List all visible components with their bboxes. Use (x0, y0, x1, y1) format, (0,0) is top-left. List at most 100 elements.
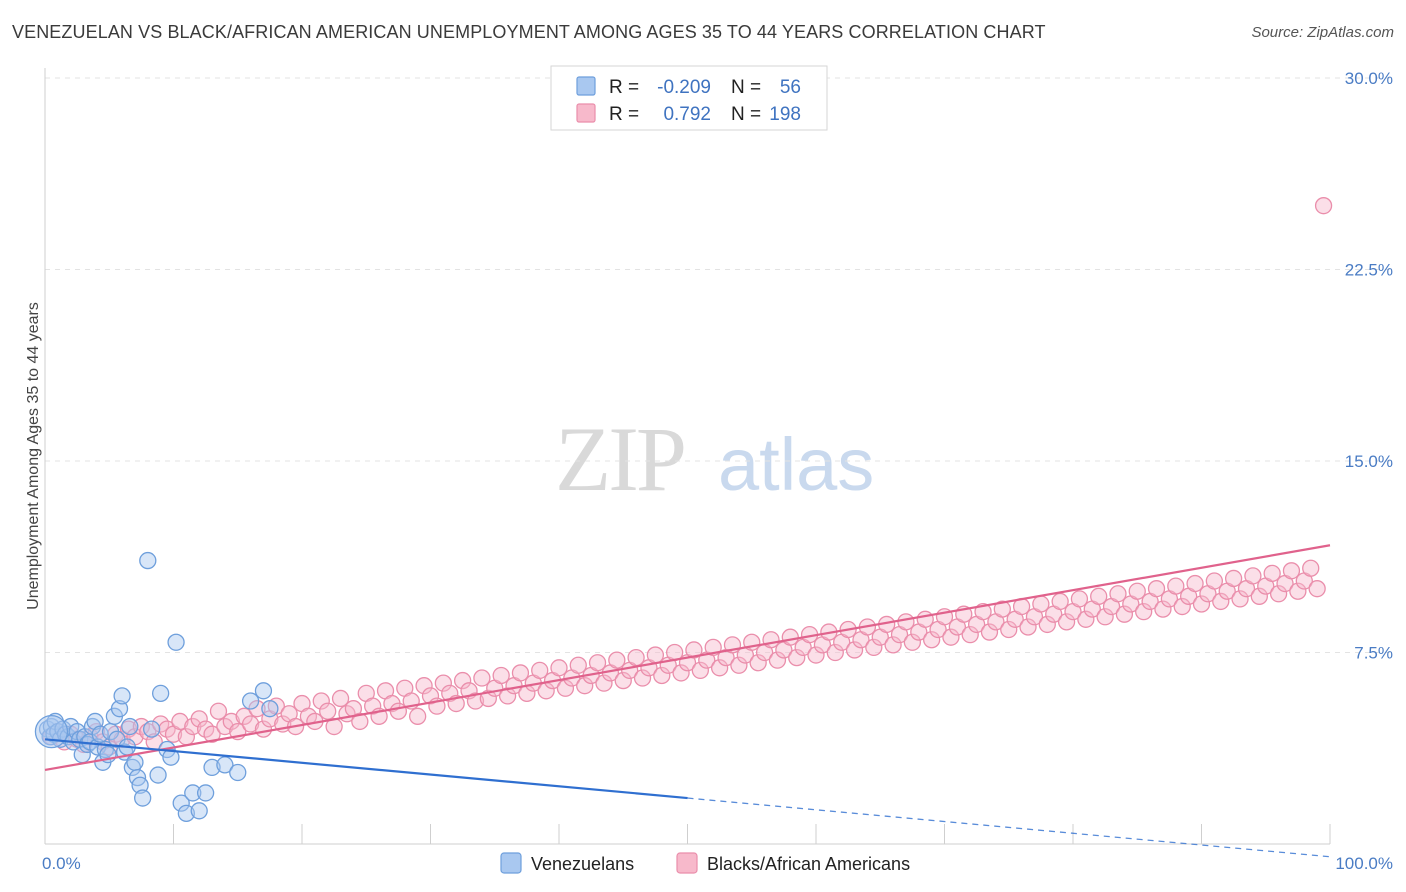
point-blacks-98 (672, 664, 690, 682)
point-blacks-25 (203, 725, 221, 743)
point-blacks-68 (479, 689, 497, 708)
point-venezuelans-55 (261, 700, 279, 718)
legend-n-value-venezuelans: 56 (780, 77, 801, 98)
point-venezuelans-36 (131, 776, 149, 794)
legend-swatch-blacks (576, 103, 596, 123)
point-venezuelans-19 (86, 712, 104, 731)
point-blacks-67 (473, 669, 491, 687)
legend-n-value-blacks: 198 (769, 104, 801, 125)
point-blacks-104 (710, 659, 729, 677)
point-blacks-173 (1154, 600, 1172, 618)
point-blacks-140 (942, 628, 960, 646)
point-blacks-131 (884, 636, 902, 654)
chart-source: Source: ZipAtlas.com (1251, 24, 1394, 41)
point-blacks-166 (1109, 585, 1127, 603)
svg-text:ZIP: ZIP (555, 408, 684, 510)
point-blacks-167 (1115, 605, 1134, 623)
point-venezuelans-53 (241, 692, 260, 710)
point-blacks-20 (171, 712, 189, 731)
point-venezuelans-37 (134, 789, 152, 807)
point-venezuelans-50 (203, 758, 221, 777)
point-blacks-86 (595, 674, 613, 692)
point-blacks-107 (730, 656, 748, 674)
point-blacks-101 (691, 661, 709, 680)
y-tick-labels: 7.5% 15.0% 22.5% 30.0% (1345, 69, 1393, 663)
point-blacks-190 (1263, 564, 1281, 582)
point-blacks-61 (434, 674, 453, 692)
point-venezuelans-28 (110, 700, 129, 718)
point-blacks-48 (351, 712, 369, 731)
point-venezuelans-46 (177, 804, 196, 823)
point-blacks-45 (331, 689, 350, 708)
point-blacks-83 (576, 677, 594, 695)
axes (44, 68, 1331, 845)
y-axis-label: Unemployment Among Ages 35 to 44 years (25, 302, 42, 610)
bottom-legend-label-blacks: Blacks/African Americans (707, 854, 910, 874)
y-tick-label-0: 7.5% (1354, 644, 1393, 663)
point-venezuelans-29 (113, 687, 131, 705)
point-blacks-59 (421, 687, 440, 705)
legend: R = -0.209 N = 56 R = 0.792 N = 198 (550, 65, 828, 131)
x-tick-labels: 0.0% 100.0% (42, 854, 1393, 873)
point-blacks-76 (531, 661, 549, 680)
point-blacks-152 (1019, 618, 1037, 636)
point-blacks-181 (1205, 572, 1223, 590)
point-blacks-143 (961, 625, 979, 644)
point-venezuelans-47 (184, 784, 202, 802)
point-blacks-57 (408, 707, 427, 725)
watermark: ZIP atlas (555, 408, 874, 510)
point-blacks-73 (511, 664, 530, 682)
point-blacks-185 (1231, 590, 1249, 608)
point-venezuelans-45 (172, 794, 190, 812)
y-tick-label-1: 15.0% (1345, 452, 1393, 471)
legend-r-label-venezuelans: R = (609, 77, 639, 98)
point-blacks-122 (826, 643, 844, 662)
trend-line-venezuelans (44, 738, 688, 800)
point-venezuelans-cluster (34, 715, 69, 749)
svg-text:atlas: atlas (718, 423, 874, 506)
point-blacks-158 (1057, 613, 1076, 631)
bottom-legend-swatch-blacks (676, 852, 698, 874)
point-venezuelans-48 (190, 802, 208, 820)
point-blacks-80 (556, 679, 575, 697)
legend-n-label-blacks: N = (731, 104, 761, 125)
point-blacks-146 (980, 623, 999, 641)
point-blacks-95 (653, 666, 671, 685)
point-venezuelans-52 (229, 763, 247, 782)
point-blacks-137 (923, 631, 941, 649)
point-venezuelans-40 (149, 766, 167, 784)
point-blacks-58 (415, 677, 433, 695)
chart-title: VENEZUELAN VS BLACK/AFRICAN AMERICAN UNE… (12, 22, 1046, 42)
point-blacks-28 (222, 712, 240, 731)
y-tick-label-3: 30.0% (1345, 69, 1393, 88)
point-blacks-50 (364, 697, 382, 715)
point-blacks-31 (241, 715, 260, 733)
point-blacks-161 (1077, 610, 1095, 628)
legend-r-value-venezuelans: -0.209 (657, 77, 711, 98)
point-venezuelans-43 (162, 748, 180, 766)
point-blacks-71 (498, 687, 517, 705)
point-blacks-113 (768, 651, 787, 669)
point-blacks-163 (1090, 587, 1108, 605)
point-blacks-43 (319, 702, 337, 720)
legend-swatch-venezuelans (576, 76, 596, 96)
bottom-legend-swatch-venezuelans (500, 852, 522, 874)
point-blacks-188 (1250, 587, 1268, 605)
point-blacks-160 (1070, 590, 1089, 608)
point-blacks-155 (1038, 615, 1056, 634)
point-blacks-23 (190, 710, 208, 728)
y-tick-label-2: 22.5% (1345, 261, 1393, 280)
point-blacks-66 (466, 692, 485, 710)
trend-line-venezuelans-dashed (687, 797, 1331, 858)
bottom-legend-label-venezuelans: Venezuelans (531, 854, 634, 874)
point-blacks-178 (1186, 574, 1204, 593)
bottom-legend: Venezuelans Blacks/African Americans (500, 852, 910, 874)
point-blacks-187 (1244, 567, 1262, 585)
trend-lines (44, 544, 1331, 858)
point-blacks-198 (1314, 197, 1333, 215)
point-blacks-79 (550, 659, 568, 677)
point-blacks-92 (633, 669, 652, 687)
x-tick-label-0: 0.0% (42, 854, 81, 873)
x-tick-label-1: 100.0% (1335, 854, 1393, 873)
point-blacks-175 (1167, 577, 1185, 595)
